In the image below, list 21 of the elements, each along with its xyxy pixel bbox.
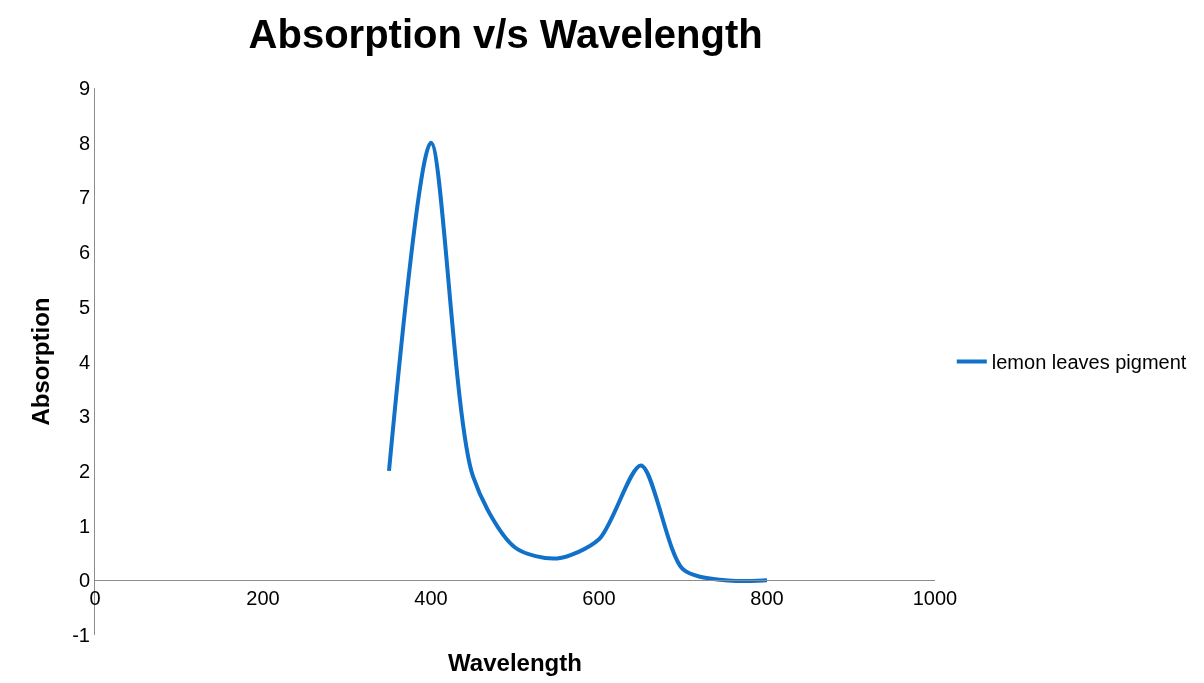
x-tick-label: 1000	[912, 587, 958, 610]
x-axis-title: Wavelength	[448, 648, 582, 676]
x-tick-label: 400	[414, 587, 448, 610]
legend-label: lemon leaves pigment	[991, 351, 1187, 374]
y-tick-label: 4	[78, 350, 90, 373]
x-tick-label: 200	[246, 587, 280, 610]
y-tick-label: -1	[72, 624, 90, 646]
y-tick-label: 2	[78, 459, 90, 482]
y-tick-label: 9	[78, 77, 90, 99]
chart-title: Absorption v/s Wavelength	[248, 12, 763, 57]
y-tick-label: 1	[78, 514, 90, 537]
y-axis-title: Absorption	[27, 297, 55, 426]
y-tick-label: 3	[78, 405, 90, 428]
y-tick-label: 6	[78, 241, 90, 264]
x-tick-label: 800	[750, 587, 784, 610]
y-tick-label: 7	[78, 186, 90, 209]
line-series	[387, 140, 769, 583]
y-tick-label: 5	[78, 295, 90, 318]
y-tick-label: 0	[78, 569, 90, 592]
x-tick-label: 600	[582, 587, 616, 610]
y-tick-label: 8	[78, 131, 90, 154]
